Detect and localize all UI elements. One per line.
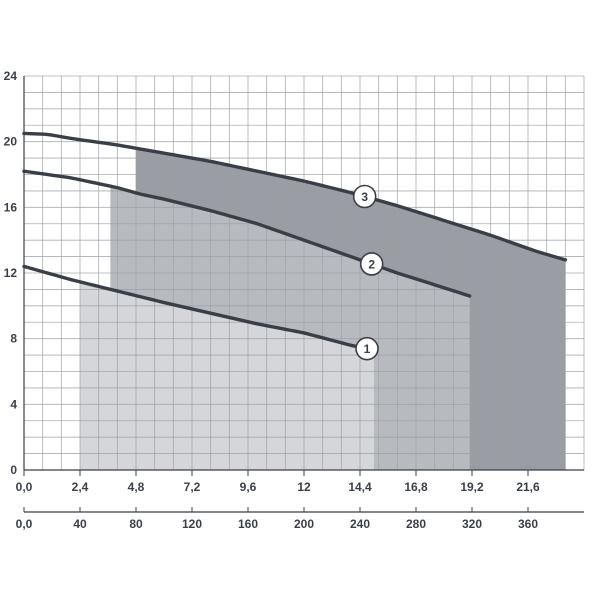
series-label-2: 2 [368, 257, 375, 271]
x-secondary-tick-label: 160 [238, 517, 258, 531]
x-primary-tick-label: 12 [297, 480, 311, 494]
axes [23, 76, 584, 513]
y-tick-label: 4 [10, 397, 17, 411]
x-primary-tick-label: 4,8 [128, 480, 145, 494]
series-line-2 [22, 169, 472, 298]
operating-region-1 [80, 281, 374, 470]
series-label-1: 1 [364, 342, 371, 356]
x-secondary-tick-label: 120 [182, 517, 202, 531]
y-tick-label: 16 [4, 200, 18, 214]
x-primary-tick-label: 0,0 [16, 480, 33, 494]
x-primary-tick-label: 9,6 [240, 480, 257, 494]
x-secondary-tick-label: 240 [350, 517, 370, 531]
x-secondary-tick-label: 0,0 [16, 517, 33, 531]
series-marker-2 [359, 252, 384, 276]
x-primary-tick-label: 21,6 [516, 480, 540, 494]
y-tick-label: 12 [4, 266, 18, 280]
x-secondary-tick-label: 40 [73, 517, 87, 531]
operating-regions [80, 148, 566, 471]
y-tick-label: 0 [10, 463, 17, 477]
y-tick-label: 8 [10, 332, 17, 346]
series-markers: 1 2 3 [352, 184, 384, 361]
series-marker-3 [352, 184, 377, 209]
x-primary-tick-label: 7,2 [184, 480, 201, 494]
x-primary-tick-label: 2,4 [72, 480, 89, 494]
x-secondary-tick-label: 320 [462, 517, 482, 531]
x-secondary-tick-label: 280 [406, 517, 426, 531]
series-label-3: 3 [361, 190, 368, 204]
x-primary-tick-label: 14,4 [348, 480, 372, 494]
y-tick-label: 24 [4, 69, 18, 83]
x-primary-tick-label: 16,8 [404, 480, 428, 494]
series-curves [22, 131, 568, 352]
x-primary-tick-label: 19,2 [460, 480, 484, 494]
series-line-3 [22, 131, 568, 262]
x-secondary-tick-label: 360 [518, 517, 538, 531]
series-line-1 [22, 264, 376, 352]
x-secondary-tick-label: 200 [294, 517, 314, 531]
series-marker-1 [355, 336, 379, 361]
y-tick-label: 20 [4, 135, 18, 149]
x-secondary-tick-label: 80 [129, 517, 143, 531]
